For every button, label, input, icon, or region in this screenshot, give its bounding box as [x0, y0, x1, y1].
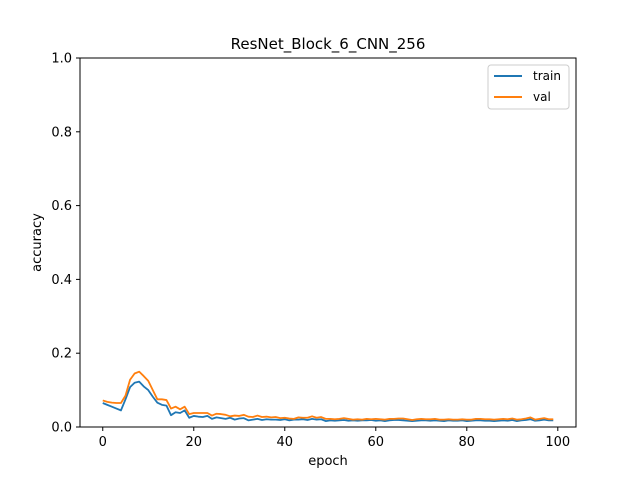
plot-frame — [79, 57, 577, 428]
x-tick-label: 100 — [545, 435, 570, 450]
y-tick-label: 1.0 — [51, 52, 72, 67]
x-tick-label: 60 — [368, 435, 385, 450]
y-tick-label: 0.8 — [51, 125, 72, 140]
y-tick-label: 0.6 — [51, 199, 72, 214]
x-tick-label: 0 — [99, 435, 107, 450]
legend-label-train: train — [533, 69, 561, 83]
chart-title: ResNet_Block_6_CNN_256 — [231, 35, 426, 54]
ticks-layer: 0 20 40 60 80 100 0.0 0.2 0.4 0.6 0.8 1.0 — [51, 52, 570, 451]
x-tick-label: 40 — [276, 435, 293, 450]
series-line-val — [102, 370, 554, 421]
y-tick-label: 0.0 — [51, 421, 72, 436]
legend-label-val: val — [533, 90, 551, 104]
y-axis-label: accuracy — [30, 213, 45, 272]
series-layer — [102, 370, 554, 422]
y-tick-label: 0.4 — [51, 273, 72, 288]
x-axis-label: epoch — [308, 454, 348, 469]
x-tick-label: 80 — [459, 435, 476, 450]
y-tick-label: 0.2 — [51, 347, 72, 362]
series-line-train — [102, 380, 554, 422]
x-tick-label: 20 — [185, 435, 202, 450]
legend: train val — [487, 64, 570, 110]
